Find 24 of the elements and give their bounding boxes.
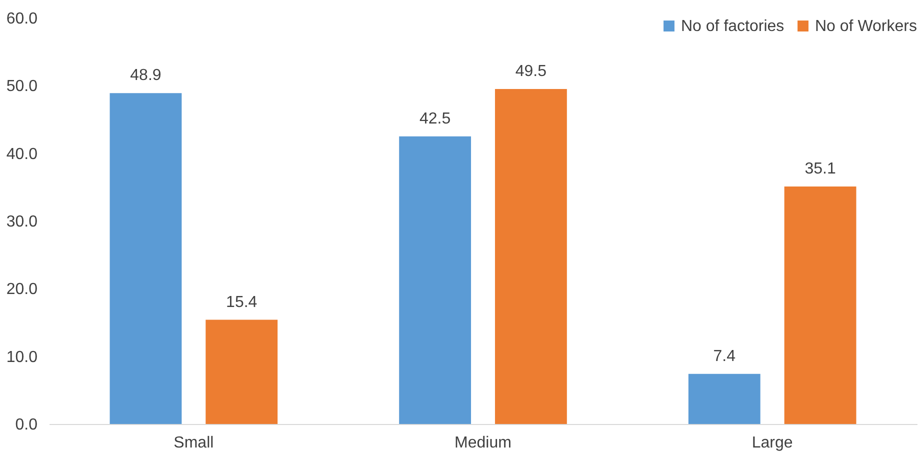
bar — [399, 136, 472, 424]
y-tick-label: 60.0 — [6, 10, 38, 28]
bar — [784, 186, 856, 424]
x-tick-label: Large — [752, 434, 793, 452]
y-tick-label: 20.0 — [6, 281, 38, 298]
data-label: 35.1 — [804, 160, 836, 178]
bar — [110, 93, 182, 424]
data-label: 48.9 — [130, 67, 162, 84]
bar — [688, 374, 760, 424]
bar — [494, 89, 567, 424]
bar — [206, 320, 278, 424]
legend-label: No of factories — [681, 18, 784, 35]
y-tick-label: 0.0 — [15, 416, 38, 434]
y-tick-label: 30.0 — [6, 214, 38, 230]
x-tick-label: Medium — [454, 434, 512, 452]
data-label: 42.5 — [419, 110, 451, 128]
y-tick-label: 40.0 — [6, 146, 38, 163]
data-label: 15.4 — [226, 294, 258, 311]
x-tick-label: Small — [174, 434, 214, 452]
y-tick-label: 10.0 — [6, 348, 38, 366]
legend-label: No of Workers — [815, 18, 917, 35]
data-label: 49.5 — [515, 63, 547, 80]
y-tick-label: 50.0 — [6, 78, 38, 96]
data-label: 7.4 — [713, 348, 736, 365]
